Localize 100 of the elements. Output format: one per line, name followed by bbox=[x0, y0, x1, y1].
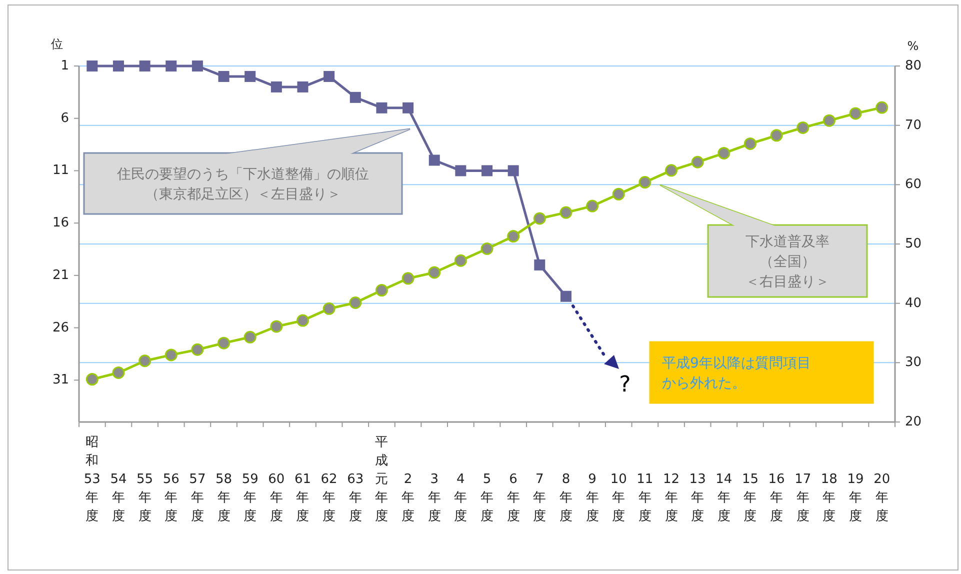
point bbox=[218, 70, 230, 82]
y2-axis-title: % bbox=[907, 39, 919, 53]
point bbox=[192, 60, 203, 72]
point bbox=[112, 60, 124, 72]
x-tick-label: 11年度 bbox=[636, 472, 654, 524]
y2-tick-label: 30 bbox=[905, 355, 922, 370]
annotation: ? bbox=[619, 372, 631, 398]
point bbox=[586, 200, 599, 212]
point bbox=[324, 70, 335, 82]
y-tick-label: 6 bbox=[60, 110, 69, 126]
point bbox=[665, 164, 678, 177]
point bbox=[508, 165, 519, 176]
point bbox=[297, 81, 308, 92]
point bbox=[612, 188, 625, 200]
y2-tick-label: 70 bbox=[905, 118, 922, 133]
point bbox=[560, 290, 572, 302]
point bbox=[349, 296, 362, 309]
point bbox=[533, 212, 546, 225]
x-tick-label: 57年度 bbox=[189, 472, 206, 524]
point bbox=[428, 266, 441, 279]
y2-tick-label: 20 bbox=[905, 414, 922, 430]
x-tick-label: 16年度 bbox=[768, 472, 785, 524]
point bbox=[139, 60, 150, 72]
point bbox=[796, 121, 810, 134]
annotation: 下水道普及率（全国）＜右目盛り＞ bbox=[746, 233, 830, 290]
x-tick-label: 12年度 bbox=[662, 472, 680, 524]
point bbox=[455, 165, 466, 176]
point bbox=[691, 156, 704, 168]
point bbox=[849, 107, 862, 120]
point bbox=[876, 101, 888, 114]
x-tick-label: 55年度 bbox=[136, 472, 154, 524]
point bbox=[822, 114, 836, 127]
point bbox=[744, 137, 756, 150]
point bbox=[191, 343, 204, 356]
point bbox=[244, 70, 256, 82]
point bbox=[350, 92, 361, 103]
y-tick-label: 1 bbox=[60, 58, 69, 74]
y-axis-title: 位 bbox=[51, 37, 63, 51]
point bbox=[218, 336, 230, 350]
x-tick-label: 17年度 bbox=[794, 472, 812, 524]
x-tick-label: 62年度 bbox=[320, 472, 338, 524]
point bbox=[375, 284, 388, 297]
annotation: 平成9年以降は質問項目から外れた。 bbox=[662, 356, 811, 392]
point bbox=[480, 242, 494, 255]
point bbox=[296, 314, 309, 327]
point bbox=[507, 230, 520, 243]
x-tick-label: 9年度 bbox=[586, 472, 599, 524]
x-tick-label: 8年度 bbox=[559, 472, 572, 524]
point bbox=[376, 102, 388, 114]
point bbox=[402, 272, 414, 285]
x-tick-label: 59年度 bbox=[242, 472, 258, 524]
x-tick-label: 昭和53年度 bbox=[84, 435, 100, 524]
y2-tick-label: 80 bbox=[905, 58, 922, 74]
x-tick-label: 13年度 bbox=[689, 472, 706, 524]
x-tick-label: 18年度 bbox=[820, 472, 838, 524]
point bbox=[86, 373, 98, 386]
x-tick-label: 54年度 bbox=[110, 472, 127, 524]
x-tick-label: 4年度 bbox=[454, 472, 468, 524]
x-tick-label: 56年度 bbox=[162, 472, 180, 524]
x-tick-label: 63年度 bbox=[347, 472, 364, 524]
x-tick-label: 58年度 bbox=[216, 472, 232, 524]
x-tick-label: 3年度 bbox=[428, 472, 441, 524]
point bbox=[454, 254, 467, 267]
y2-tick-label: 60 bbox=[905, 177, 922, 192]
y-tick-label: 11 bbox=[52, 163, 69, 178]
x-tick-label: 10年度 bbox=[610, 472, 627, 524]
y2-tick-label: 40 bbox=[905, 296, 922, 311]
x-tick-label: 60年度 bbox=[268, 472, 285, 524]
x-tick-label: 6年度 bbox=[506, 472, 520, 524]
x-tick-label: 14年度 bbox=[716, 472, 732, 524]
point bbox=[270, 320, 283, 333]
x-tick-label: 7年度 bbox=[533, 472, 546, 524]
point bbox=[770, 129, 783, 142]
y-tick-label: 31 bbox=[52, 372, 69, 388]
annotation: 住民の要望のうち「下水道整備」の順位（東京都足立区）＜左目盛り＞ bbox=[116, 166, 369, 202]
point bbox=[482, 165, 492, 176]
point bbox=[322, 302, 336, 315]
x-tick-label: 19年度 bbox=[847, 472, 864, 524]
point bbox=[402, 102, 414, 114]
x-tick-label: 61年度 bbox=[294, 472, 312, 524]
point bbox=[166, 60, 177, 72]
point bbox=[270, 81, 282, 92]
y2-tick-label: 50 bbox=[905, 236, 922, 252]
x-tick-label: 平成元年度 bbox=[375, 435, 388, 524]
point bbox=[534, 259, 546, 270]
x-tick-label: 5年度 bbox=[480, 472, 494, 524]
point bbox=[86, 60, 98, 72]
point bbox=[428, 154, 440, 166]
point bbox=[138, 354, 152, 368]
y-tick-label: 16 bbox=[52, 216, 69, 231]
x-tick-label: 20年度 bbox=[874, 472, 890, 524]
x-tick-label: 15年度 bbox=[742, 472, 758, 524]
point bbox=[718, 146, 730, 160]
point bbox=[560, 206, 572, 219]
point bbox=[638, 176, 652, 189]
point bbox=[164, 348, 178, 362]
x-tick-label: 2年度 bbox=[402, 472, 415, 524]
point bbox=[112, 366, 125, 380]
y-tick-label: 26 bbox=[52, 320, 69, 336]
point bbox=[244, 330, 256, 344]
